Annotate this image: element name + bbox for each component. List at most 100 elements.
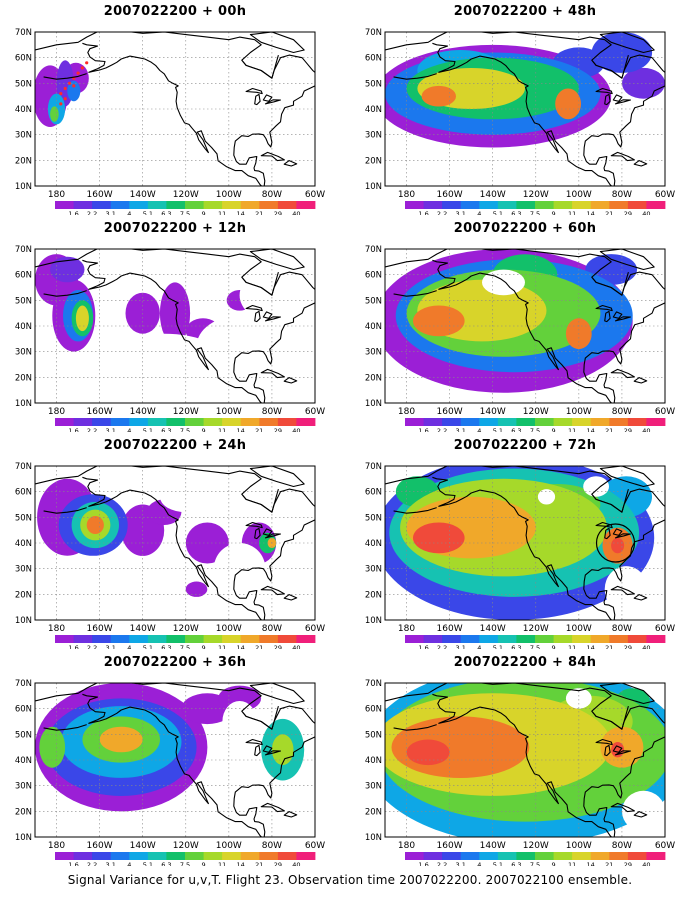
- colorbar-label: 11: [568, 861, 576, 866]
- variance-contour: [99, 726, 143, 753]
- colorbar-label: 29: [624, 427, 632, 432]
- variance-contour: [50, 106, 59, 122]
- colorbar-swatch: [240, 418, 260, 426]
- colorbar-label: 1.6: [418, 210, 428, 215]
- colorbar-swatch: [572, 418, 592, 426]
- colorbar-label: 21: [255, 861, 263, 866]
- colorbar-swatch: [590, 201, 610, 209]
- colorbar-swatch: [553, 201, 573, 209]
- panel-title: 2007022200 + 36h: [103, 655, 247, 670]
- longitude-label: 120W: [173, 841, 199, 851]
- colorbar-label: 21: [255, 427, 263, 432]
- variance-map: 70N 60N 50N 40N 30N 20N 10N 180 160W 140W 120W 100W…: [15, 462, 325, 649]
- colorbar-label: 11: [568, 427, 576, 432]
- colorbar-label: 14: [237, 861, 245, 866]
- latitude-label: 40N: [365, 322, 382, 332]
- colorbar-swatch: [129, 418, 149, 426]
- colorbar-swatch: [516, 418, 536, 426]
- colorbar-swatch: [423, 201, 443, 209]
- colorbar-swatch: [55, 635, 74, 643]
- colorbar-label: 4: [477, 427, 481, 432]
- latitude-label: 20N: [15, 590, 32, 600]
- colorbar-label: 3.1: [106, 644, 116, 649]
- colorbar-swatch: [609, 418, 629, 426]
- coastline: [35, 32, 315, 186]
- longitude-label: 160W: [87, 624, 113, 634]
- map-gridlines: [35, 466, 315, 620]
- longitude-label: 180: [48, 624, 65, 634]
- latitude-label: 60N: [15, 488, 32, 498]
- colorbar-swatch: [442, 852, 462, 860]
- latitude-label: 60N: [365, 54, 382, 64]
- flight-track-dot: [59, 102, 63, 106]
- map-panel: 2007022200 + 24h 70N 60N 50N 40N 30N 20N 10N 180…: [0, 434, 350, 649]
- colorbar-swatch: [277, 852, 297, 860]
- longitude-label: 140W: [130, 624, 156, 634]
- colorbar-label: 11: [568, 210, 576, 215]
- longitude-label: 160W: [437, 624, 463, 634]
- colorbar-swatch: [460, 635, 480, 643]
- panel-title: 2007022200 + 48h: [453, 4, 597, 19]
- colorbar-label: 29: [274, 644, 282, 649]
- colorbar: 1.6 2.2 3.1 4 5.1 6.3 7.5 9 11 14 21 29 40: [405, 201, 666, 215]
- longitude-label: 160W: [437, 190, 463, 200]
- latitude-label: 60N: [365, 271, 382, 281]
- colorbar-swatch: [277, 635, 297, 643]
- colorbar-swatch: [55, 201, 74, 209]
- map-frame: [384, 682, 666, 838]
- map-frame: [34, 31, 316, 187]
- colorbar-label: 6.3: [511, 427, 521, 432]
- colorbar-label: 1.6: [68, 210, 78, 215]
- colorbar-label: 9: [552, 861, 556, 866]
- variance-map: 70N 60N 50N 40N 30N 20N 10N 180 160W 140W 120W 100W…: [365, 679, 675, 866]
- colorbar: 1.6 2.2 3.1 4 5.1 6.3 7.5 9 11 14 21 29 40: [55, 201, 316, 215]
- longitude-label: 80W: [262, 190, 282, 200]
- variance-map: 70N 60N 50N 40N 30N 20N 10N 180 160W 140W 120W 100W…: [15, 679, 325, 866]
- longitude-label: 120W: [173, 624, 199, 634]
- longitude-label: 60W: [655, 841, 675, 851]
- colorbar-swatch: [553, 635, 573, 643]
- colorbar-swatch: [535, 635, 554, 643]
- colorbar-swatch: [259, 635, 279, 643]
- longitude-label: 80W: [262, 841, 282, 851]
- colorbar-swatch: [442, 201, 462, 209]
- colorbar-swatch: [497, 635, 517, 643]
- colorbar-label: 11: [218, 644, 226, 649]
- colorbar-label: 6.3: [511, 644, 521, 649]
- variance-map: 70N 60N 50N 40N 30N 20N 10N 180 160W 140W 120W 100W…: [365, 245, 675, 432]
- colorbar-label: 3.1: [456, 861, 466, 866]
- colorbar: 1.6 2.2 3.1 4 5.1 6.3 7.5 9 11 14 21 29 40: [405, 635, 666, 649]
- coastline: [35, 683, 315, 837]
- colorbar-swatch: [460, 418, 480, 426]
- colorbar-label: 7.5: [180, 644, 190, 649]
- colorbar-label: 1.6: [418, 644, 428, 649]
- colorbar-swatch: [110, 201, 130, 209]
- colorbar-swatch: [516, 635, 536, 643]
- colorbar: 1.6 2.2 3.1 4 5.1 6.3 7.5 9 11 14 21 29 40: [55, 852, 316, 866]
- panel-title: 2007022200 + 12h: [103, 221, 247, 236]
- colorbar-label: 2.2: [437, 210, 447, 215]
- colorbar-swatch: [55, 418, 74, 426]
- colorbar-swatch: [296, 852, 316, 860]
- colorbar-swatch: [277, 418, 297, 426]
- colorbar: 1.6 2.2 3.1 4 5.1 6.3 7.5 9 11 14 21 29 40: [55, 418, 316, 432]
- colorbar-label: 5.1: [143, 861, 153, 866]
- colorbar-label: 21: [255, 210, 263, 215]
- colorbar-swatch: [92, 418, 112, 426]
- latitude-label: 40N: [15, 105, 32, 115]
- colorbar-label: 40: [642, 210, 650, 215]
- colorbar-swatch: [73, 201, 93, 209]
- longitude-label: 100W: [216, 841, 242, 851]
- colorbar-swatch: [516, 201, 536, 209]
- colorbar-swatch: [110, 418, 130, 426]
- latitude-label: 60N: [365, 705, 382, 715]
- map-gridlines: [385, 32, 665, 186]
- latitude-label: 50N: [15, 296, 32, 306]
- colorbar-swatch: [222, 418, 242, 426]
- map-gridlines: [385, 683, 665, 837]
- colorbar-swatch: [55, 852, 74, 860]
- latitude-label: 20N: [15, 373, 32, 383]
- colorbar-swatch: [222, 852, 242, 860]
- longitude-label: 180: [398, 407, 415, 417]
- map-panel: 2007022200 + 36h 70N 60N 50N 40N 30N 20N 10N 180…: [0, 651, 350, 866]
